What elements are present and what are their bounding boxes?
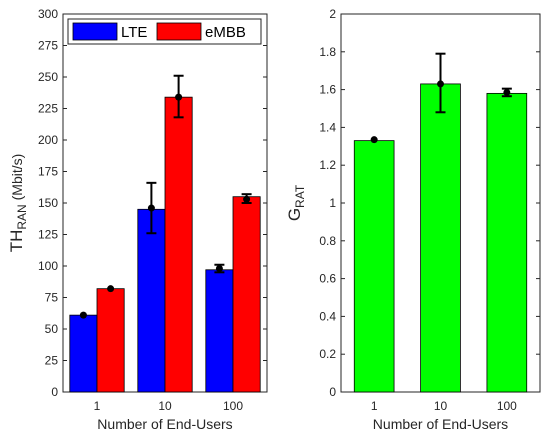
right-chart-gain: 0 0.2 0.4 0.6 0.8 1 1.2 1.4 1.6 1.8 2 1 10 100 Number …	[285, 7, 541, 432]
mean-marker	[370, 136, 378, 144]
y-tick-label: 2	[329, 7, 336, 21]
y-tick-label: 0	[51, 385, 58, 399]
mean-marker	[437, 80, 444, 88]
mean-marker	[147, 204, 155, 212]
y-tick-label: 300	[38, 7, 58, 21]
legend: LTE eMBB	[67, 18, 262, 45]
x-tick-label: 10	[434, 399, 448, 413]
x-tick-label: 100	[223, 399, 243, 413]
legend-swatch	[156, 22, 202, 41]
y-tick-label: 1.6	[319, 83, 336, 97]
bar	[420, 83, 461, 393]
y-axis-label-main: G	[285, 208, 304, 221]
mean-marker	[79, 311, 87, 319]
y-axis-label-unit: (Mbit/s)	[9, 154, 25, 205]
legend-label: eMBB	[205, 24, 246, 41]
y-tick-label: 0.4	[319, 309, 336, 323]
mean-marker	[243, 195, 251, 203]
mean-marker	[107, 285, 115, 293]
bar	[232, 196, 261, 393]
left-chart-throughput: 0 25 50 75 100 125 150 175 200 225 250 275 300 1 10 100…	[7, 7, 268, 432]
x-tick-label: 100	[497, 399, 517, 413]
y-tick-label: 50	[45, 322, 59, 336]
y-tick-label: 275	[38, 39, 58, 53]
mean-marker	[503, 88, 511, 96]
mean-marker	[175, 93, 183, 101]
mean-marker	[215, 265, 223, 273]
y-axis-label-main: TH	[7, 230, 26, 253]
y-tick-label: 1.2	[319, 158, 336, 172]
bar	[486, 92, 528, 393]
y-tick-label: 1	[329, 196, 336, 210]
y-tick-label: 250	[38, 70, 58, 84]
y-tick-label: 1.4	[319, 120, 336, 134]
y-tick-label: 175	[38, 165, 58, 179]
bar	[69, 314, 98, 393]
y-tick-label: 150	[38, 196, 58, 210]
y-axis-label-subscript: RAT	[293, 184, 307, 208]
x-tick-label: 10	[158, 399, 172, 413]
y-tick-label: 0.8	[319, 234, 336, 248]
bar	[137, 208, 166, 393]
y-tick-label: 1.8	[319, 45, 336, 59]
y-tick-label: 75	[45, 291, 59, 305]
y-tick-label: 200	[38, 133, 58, 147]
y-axis-label: GRAT	[285, 184, 307, 221]
bar	[96, 288, 125, 393]
y-axis-label: THRAN (Mbit/s)	[7, 154, 29, 253]
y-tick-label: 0.6	[319, 272, 336, 286]
y-tick-label: 0.2	[319, 347, 336, 361]
y-tick-label: 100	[38, 259, 58, 273]
y-axis-label-subscript: RAN	[15, 204, 29, 229]
x-tick-label: 1	[94, 399, 101, 413]
legend-swatch	[72, 22, 118, 41]
x-tick-label: 1	[371, 399, 378, 413]
bar	[205, 269, 234, 393]
x-axis-label: Number of End-Users	[373, 416, 508, 432]
legend-label: LTE	[121, 24, 147, 41]
y-tick-label: 125	[38, 228, 58, 242]
y-tick-label: 25	[45, 354, 59, 368]
x-axis-label: Number of End-Users	[97, 416, 232, 432]
y-tick-label: 0	[329, 385, 336, 399]
y-tick-label: 225	[38, 102, 58, 116]
bar	[164, 96, 193, 393]
bar	[353, 140, 395, 393]
